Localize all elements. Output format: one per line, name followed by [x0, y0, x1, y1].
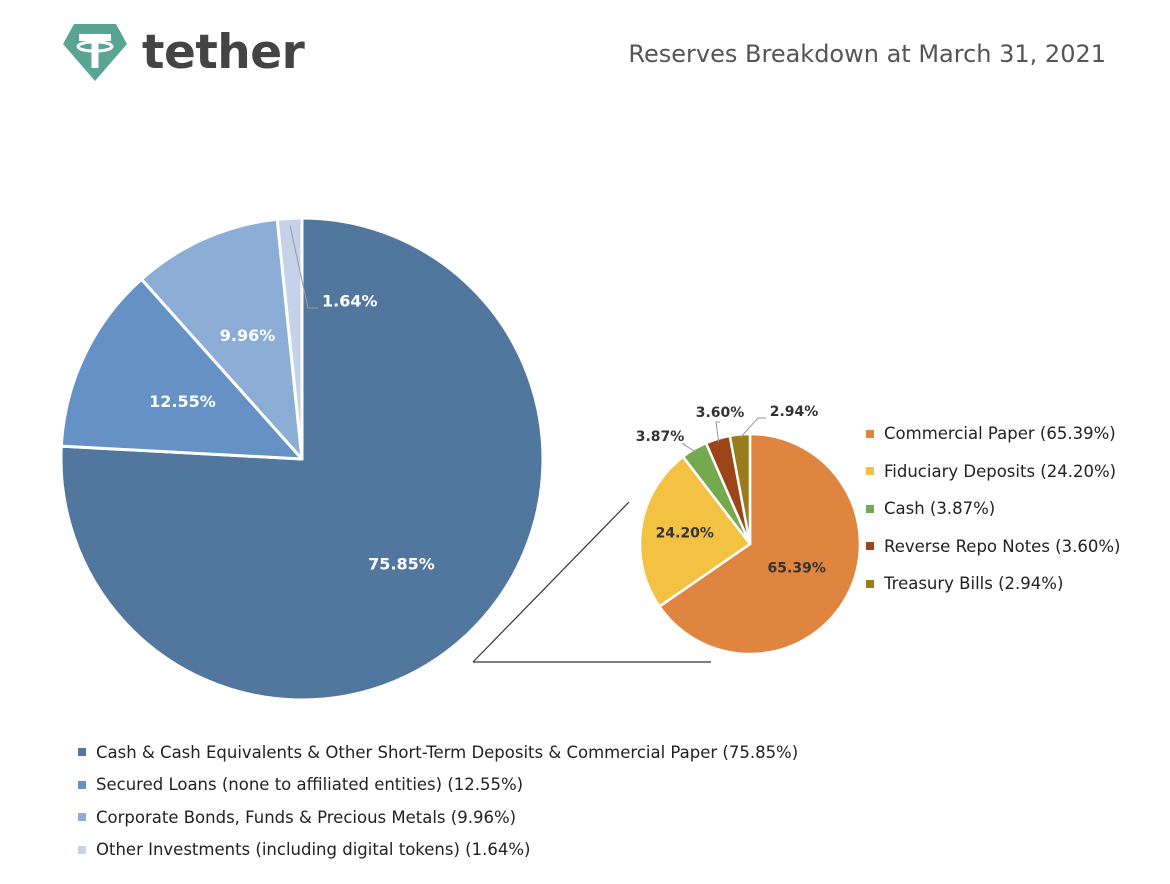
- main-pie-label-0: 75.85%: [368, 554, 435, 573]
- main-legend-label: Secured Loans (none to affiliated entiti…: [96, 775, 524, 795]
- sub-pie-label-1: 24.20%: [656, 526, 714, 542]
- main-pie-slice-1: [59, 277, 304, 461]
- main-legend-swatch: [78, 780, 86, 789]
- main-legend: Cash & Cash Equivalents & Other Short-Te…: [78, 736, 798, 866]
- main-legend-swatch: [78, 813, 86, 822]
- sub-legend-item: Reverse Repo Notes (3.60%): [866, 528, 1120, 566]
- sub-legend-swatch: [866, 429, 874, 438]
- sub-pie-slice-4: [728, 432, 752, 546]
- tether-logo-icon: [63, 24, 127, 81]
- sub-pie-leader-2: [681, 443, 697, 453]
- zoom-connector-top: [472, 501, 630, 663]
- sub-legend-label: Reverse Repo Notes (3.60%): [884, 536, 1121, 556]
- main-legend-label: Cash & Cash Equivalents & Other Short-Te…: [96, 742, 799, 762]
- sub-legend-label: Treasury Bills (2.94%): [884, 574, 1064, 594]
- commercial-paper-breakdown-pie: 65.39% 24.20% 3.87% 3.60% 2.94%: [636, 404, 862, 656]
- main-pie-chart: 75.85% 12.55% 9.96% 1.64%: [59, 216, 545, 702]
- page-title: Reserves Breakdown at March 31, 2021: [628, 40, 1106, 68]
- sub-legend-swatch: [866, 542, 874, 551]
- main-legend-item: Secured Loans (none to affiliated entiti…: [78, 769, 798, 802]
- sub-pie-label-3: 3.60%: [696, 405, 745, 421]
- main-legend-item: Cash & Cash Equivalents & Other Short-Te…: [78, 736, 798, 769]
- sub-legend-swatch: [866, 579, 874, 588]
- main-pie-slice-2: [139, 217, 304, 461]
- sub-pie-slice-1: [638, 455, 752, 608]
- sub-pie-label-0: 65.39%: [768, 561, 826, 577]
- main-legend-label: Corporate Bonds, Funds & Precious Metals…: [96, 807, 517, 827]
- main-pie-slice-0: [59, 216, 545, 702]
- sub-legend-item: Commercial Paper (65.39%): [866, 415, 1120, 453]
- logo-wordmark: tether: [142, 24, 305, 80]
- main-legend-item: Corporate Bonds, Funds & Precious Metals…: [78, 801, 798, 834]
- main-legend-label: Other Investments (including digital tok…: [96, 840, 531, 860]
- sub-pie-label-4: 2.94%: [770, 404, 819, 420]
- sub-pie-slice-0: [658, 432, 862, 656]
- sub-legend-item: Treasury Bills (2.94%): [866, 565, 1120, 603]
- sub-legend-swatch: [866, 467, 874, 476]
- sub-legend-label: Fiduciary Deposits (24.20%): [884, 461, 1117, 481]
- sub-legend-item: Cash (3.87%): [866, 490, 1120, 528]
- sub-legend-item: Fiduciary Deposits (24.20%): [866, 453, 1120, 491]
- sub-legend-label: Commercial Paper (65.39%): [884, 424, 1116, 444]
- tether-logo: tether: [62, 22, 305, 82]
- main-pie-label-1: 12.55%: [149, 392, 216, 411]
- main-legend-swatch: [78, 845, 86, 854]
- sub-pie-leader-3: [715, 421, 720, 443]
- main-pie-leader-3: [289, 225, 318, 309]
- main-pie-label-3: 1.64%: [322, 292, 378, 311]
- sub-pie-leader-4: [739, 417, 766, 439]
- main-pie-slice-3: [275, 216, 304, 461]
- sub-legend: Commercial Paper (65.39%) Fiduciary Depos…: [866, 415, 1120, 603]
- sub-legend-swatch: [866, 504, 874, 513]
- sub-pie-label-2: 3.87%: [636, 429, 685, 445]
- sub-legend-label: Cash (3.87%): [884, 499, 996, 519]
- main-legend-item: Other Investments (including digital tok…: [78, 834, 798, 867]
- main-pie-label-2: 9.96%: [220, 326, 276, 345]
- main-legend-swatch: [78, 748, 86, 757]
